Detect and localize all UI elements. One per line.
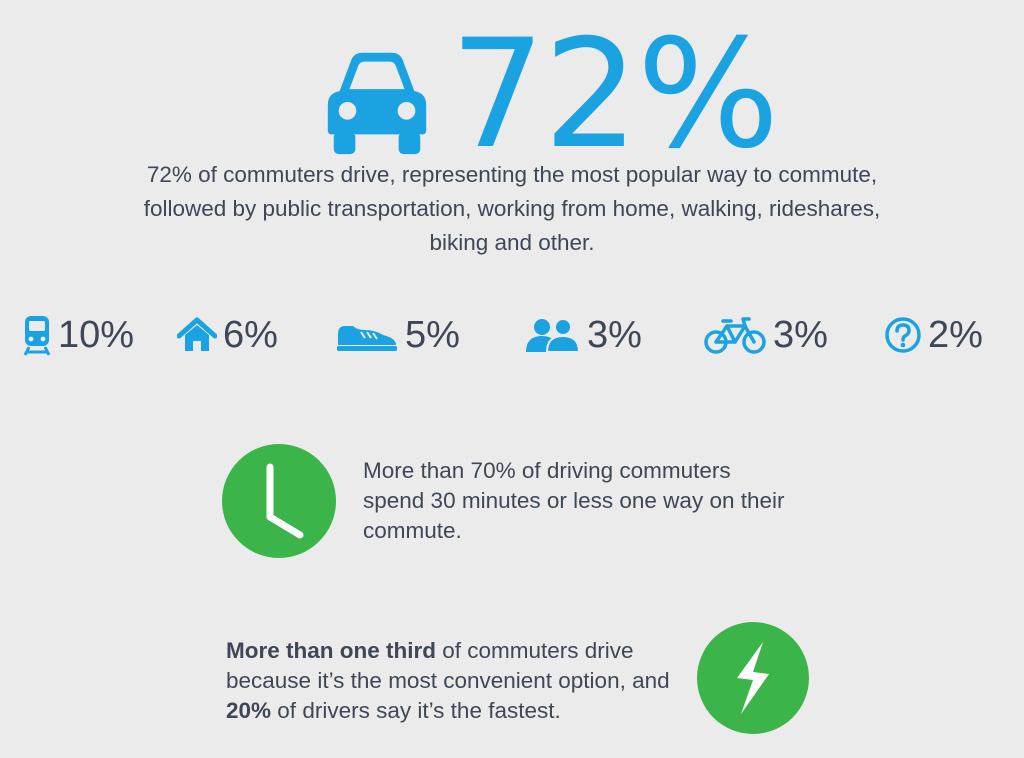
people-icon [526, 318, 581, 353]
mode-percent: 2% [928, 313, 983, 356]
mode-percent: 3% [587, 313, 642, 356]
home-icon [177, 317, 217, 351]
mode-percent: 6% [223, 313, 278, 356]
stat-bold-2: 20% [226, 698, 272, 723]
stat-commute-time [222, 444, 336, 558]
clock-icon [266, 463, 304, 539]
question-icon [885, 317, 921, 353]
shoe-icon [337, 326, 397, 351]
mode-percent: 5% [405, 313, 460, 356]
bicycle-icon [704, 317, 766, 354]
lightning-badge [697, 622, 809, 734]
mode-biking: 3% [703, 305, 828, 365]
mode-other: 2% [884, 305, 983, 365]
intro-text: 72% of commuters drive, representing the… [143, 162, 881, 255]
car-icon [327, 52, 427, 155]
mode-rideshare: 3% [525, 305, 642, 365]
train-icon [23, 316, 51, 356]
stat-commute-time-text: More than 70% of driving commuters spend… [363, 458, 785, 543]
stat-fastest-text: More than one third of commuters drive b… [226, 636, 676, 726]
mode-walking: 5% [335, 305, 460, 365]
stat-text-2: of drivers say it’s the fastest. [271, 698, 561, 723]
stat-text-1: of commuters drive because it’s the most… [226, 638, 670, 693]
mode-percent: 3% [773, 313, 828, 356]
stat-bold-1: More than one third [226, 638, 436, 663]
mode-public-transport: 10% [22, 305, 134, 365]
mode-work-from-home: 6% [177, 305, 278, 365]
mode-percent: 10% [58, 313, 135, 356]
hero-percent: 72% [450, 8, 779, 182]
commute-modes: 10% 6% 5% 3% 3% [0, 305, 1024, 365]
hero: 72% [300, 18, 779, 170]
stat-fastest [697, 622, 809, 734]
clock-badge [222, 444, 336, 558]
lightning-icon [737, 642, 769, 714]
